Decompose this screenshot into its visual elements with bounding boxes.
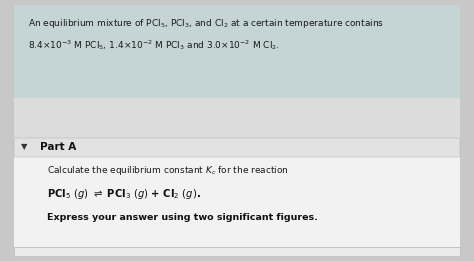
Text: ▼: ▼ xyxy=(21,142,28,151)
Text: Express your answer using two significant figures.: Express your answer using two significan… xyxy=(47,213,318,222)
Text: PCl$_5$ $(g)$ $\rightleftharpoons$ PCl$_3$ $(g)$ + Cl$_2$ $(g)$.: PCl$_5$ $(g)$ $\rightleftharpoons$ PCl$_… xyxy=(47,187,201,201)
Bar xyxy=(14,5,460,98)
Bar xyxy=(14,247,460,256)
Text: Part A: Part A xyxy=(40,142,76,152)
Text: Calculate the equilibrium constant $K_c$ for the reaction: Calculate the equilibrium constant $K_c$… xyxy=(47,164,289,177)
Bar xyxy=(14,157,460,247)
Text: An equilibrium mixture of PCl$_5$, PCl$_3$, and Cl$_2$ at a certain temperature : An equilibrium mixture of PCl$_5$, PCl$_… xyxy=(28,17,384,30)
Bar xyxy=(14,98,460,138)
Text: 8.4$\times$10$^{-3}$ M PCl$_5$, 1.4$\times$10$^{-2}$ M PCl$_3$ and 3.0$\times$10: 8.4$\times$10$^{-3}$ M PCl$_5$, 1.4$\tim… xyxy=(28,38,280,52)
Bar xyxy=(14,138,460,157)
